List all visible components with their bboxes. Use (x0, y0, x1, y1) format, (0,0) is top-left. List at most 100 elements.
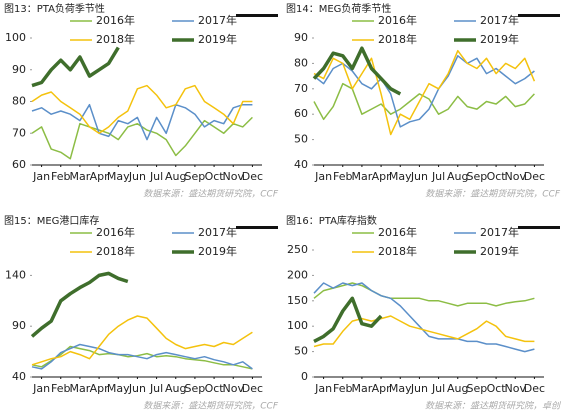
x-tick-label: Aug (165, 170, 186, 183)
x-tick-label: May (107, 382, 130, 395)
legend-label: 2017年 (480, 225, 519, 239)
x-tick-label: Jul (431, 170, 445, 183)
legend-label: 2016年 (378, 225, 417, 239)
legend-label: 2017年 (480, 13, 519, 27)
x-tick-label: Sep (467, 170, 488, 183)
series-line (313, 49, 536, 136)
legend-label: 2017年 (198, 225, 237, 239)
x-tick-label: Jun (410, 382, 428, 395)
series-line (31, 84, 253, 135)
chart-title: 图16：PTA库存指数 (286, 214, 377, 227)
legend-label: 2017年 (198, 13, 237, 27)
y-tick-label: 140 (5, 268, 26, 281)
x-tick-label: Nov (223, 382, 245, 395)
x-tick-label: Feb (333, 170, 352, 183)
x-tick-label: Dec (242, 170, 263, 183)
series-line (313, 315, 535, 348)
x-tick-label: Mar (70, 382, 91, 395)
y-tick-label: 70 (12, 126, 26, 139)
x-tick-label: Sep (185, 382, 206, 395)
legend-label: 2019年 (480, 32, 519, 46)
y-tick-label: 40 (294, 158, 308, 171)
y-tick-label: 90 (12, 63, 26, 76)
series-line (30, 271, 129, 338)
legend-label: 2018年 (96, 244, 135, 258)
series-line (313, 282, 535, 353)
y-tick-label: 100 (5, 31, 26, 44)
x-tick-label: Jun (128, 170, 146, 183)
x-tick-label: Feb (51, 382, 70, 395)
x-tick-label: Mar (352, 382, 373, 395)
title-bar (518, 226, 560, 229)
x-tick-label: Oct (487, 170, 507, 183)
series-line (31, 345, 253, 370)
x-tick-label: Jul (431, 382, 445, 395)
x-tick-label: Apr (372, 382, 392, 395)
source-note: 数据来源：盛达期货研究院，CCF (143, 401, 279, 412)
x-tick-label: Dec (524, 170, 545, 183)
legend-label: 2016年 (96, 13, 135, 27)
x-tick-label: Aug (165, 382, 186, 395)
x-tick-label: Oct (205, 170, 225, 183)
x-tick-label: Nov (223, 170, 245, 183)
y-tick-label: 100 (287, 319, 308, 332)
x-tick-label: Oct (205, 382, 225, 395)
series-line (313, 282, 535, 307)
x-tick-label: Feb (51, 170, 70, 183)
legend-label: 2016年 (378, 13, 417, 27)
series-line (313, 55, 535, 128)
x-tick-label: Jan (314, 170, 332, 183)
x-tick-label: Jan (314, 382, 332, 395)
y-tick-label: 200 (287, 268, 308, 281)
x-tick-label: Mar (70, 170, 91, 183)
x-tick-label: Jan (32, 170, 50, 183)
series-line (313, 82, 535, 121)
x-tick-label: Mar (352, 170, 373, 183)
y-tick-label: 60 (294, 107, 308, 120)
chart-title: 图13：PTA负荷季节性 (4, 2, 105, 15)
y-tick-label: 70 (294, 82, 308, 95)
x-tick-label: Apr (90, 382, 110, 395)
series-line (31, 116, 253, 160)
x-tick-label: Apr (372, 170, 392, 183)
y-tick-label: 250 (287, 243, 308, 256)
x-tick-label: May (107, 170, 130, 183)
series-line (31, 46, 120, 88)
legend-label: 2018年 (378, 32, 417, 46)
x-tick-label: Aug (447, 382, 468, 395)
chart-title: 图14：MEG负荷季节性 (286, 2, 391, 15)
series-line (31, 315, 253, 366)
x-tick-label: Oct (487, 382, 507, 395)
series-line (313, 296, 383, 343)
title-bar (236, 226, 278, 229)
chart-title: 图15：MEG港口库存 (4, 214, 99, 227)
series-line (312, 46, 402, 96)
x-tick-label: Jun (128, 382, 146, 395)
y-tick-label: 150 (287, 294, 308, 307)
legend-label: 2016年 (96, 225, 135, 239)
x-tick-label: Sep (185, 170, 206, 183)
source-note: 数据来源：盛达期货研究院，卓创 (425, 401, 562, 412)
legend-label: 2019年 (198, 244, 237, 258)
x-tick-label: Sep (467, 382, 488, 395)
x-tick-label: Nov (505, 170, 527, 183)
x-tick-label: Aug (447, 170, 468, 183)
y-tick-label: 80 (12, 95, 26, 108)
x-tick-label: Dec (242, 382, 263, 395)
title-bar (236, 14, 278, 17)
source-note: 数据来源：盛达期货研究院，CCF (425, 189, 561, 200)
x-tick-label: May (389, 382, 412, 395)
y-tick-label: 40 (12, 370, 26, 383)
y-tick-label: 50 (294, 345, 308, 358)
x-tick-label: Apr (90, 170, 110, 183)
source-note: 数据来源：盛达期货研究院，CCF (143, 189, 279, 200)
series-line (31, 103, 253, 141)
x-tick-label: Jan (32, 382, 50, 395)
legend-label: 2018年 (96, 32, 135, 46)
x-tick-label: Jul (149, 382, 163, 395)
legend-label: 2019年 (198, 32, 237, 46)
y-tick-label: 0 (301, 370, 308, 383)
x-tick-label: Jul (149, 170, 163, 183)
x-tick-label: May (389, 170, 412, 183)
